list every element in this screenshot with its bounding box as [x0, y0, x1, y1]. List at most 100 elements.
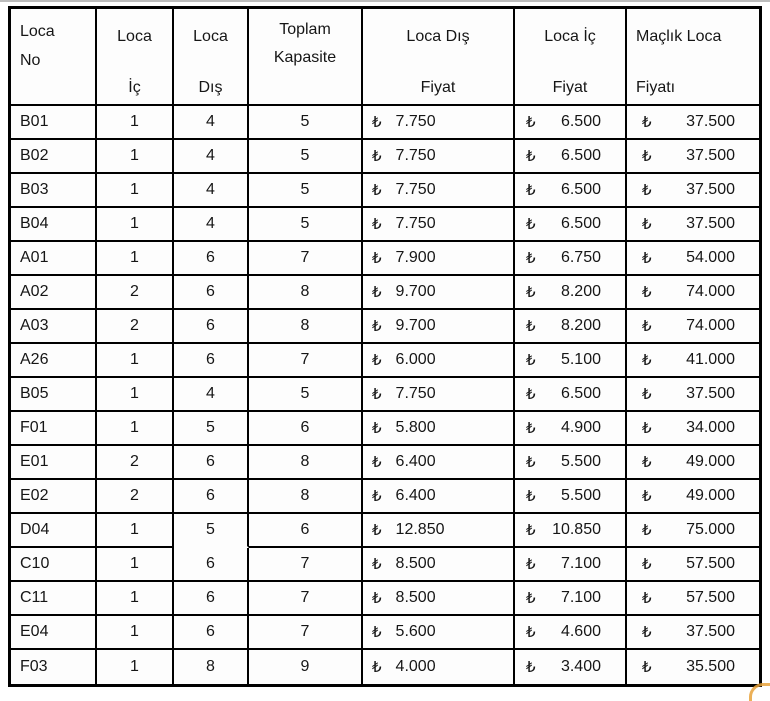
table-row: A01 1 6 7 ₺ 7.900 ₺ 6.750 ₺ 54.000 [11, 242, 759, 276]
cell-maclik-loca-fiyati: ₺ 74.000 [627, 276, 759, 310]
cell-loca-ic: 1 [97, 378, 174, 412]
turkish-lira-icon: ₺ [642, 147, 652, 165]
amount: 8.200 [560, 317, 601, 334]
cell-loca-ic: 2 [97, 480, 174, 514]
cell-loca-dis: 6 [174, 344, 249, 378]
cell-loca-dis: 6 [174, 310, 249, 344]
cell-toplam-kapasite: 8 [249, 446, 363, 480]
cell-loca-no: E04 [11, 616, 97, 650]
amount: 6.500 [560, 181, 601, 198]
cell-maclik-loca-fiyati: ₺ 34.000 [627, 412, 759, 446]
cell-loca-no: C11 [11, 582, 97, 616]
cell-loca-dis: 4 [174, 174, 249, 208]
table-row: B02 1 4 5 ₺ 7.750 ₺ 6.500 ₺ 37.500 [11, 140, 759, 174]
turkish-lira-icon: ₺ [372, 555, 382, 573]
header-line: Fiyatı [636, 79, 676, 96]
cell-loca-dis-fiyat: ₺ 7.750 [363, 378, 515, 412]
amount: 12.850 [395, 521, 445, 538]
table-row: B03 1 4 5 ₺ 7.750 ₺ 6.500 ₺ 37.500 [11, 174, 759, 208]
cell-loca-ic: 1 [97, 412, 174, 446]
turkish-lira-icon: ₺ [526, 351, 536, 369]
cell-loca-ic: 1 [97, 548, 174, 582]
cell-loca-ic: 1 [97, 140, 174, 174]
amount: 5.500 [560, 487, 601, 504]
cell-toplam-kapasite: 8 [249, 276, 363, 310]
cell-loca-no: B04 [11, 208, 97, 242]
amount: 6.400 [395, 487, 436, 504]
amount: 41.000 [686, 351, 735, 368]
table-row: A03 2 6 8 ₺ 9.700 ₺ 8.200 ₺ 74.000 [11, 310, 759, 344]
cell-loca-ic-fiyat: ₺ 8.200 [515, 310, 627, 344]
cell-loca-ic: 1 [97, 514, 174, 548]
header-line: Fiyat [552, 79, 588, 96]
turkish-lira-icon: ₺ [372, 249, 382, 267]
table-row: A02 2 6 8 ₺ 9.700 ₺ 8.200 ₺ 74.000 [11, 276, 759, 310]
turkish-lira-icon: ₺ [526, 453, 536, 471]
turkish-lira-icon: ₺ [526, 249, 536, 267]
cell-loca-ic-fiyat: ₺ 10.850 [515, 514, 627, 548]
header-line: Toplam [279, 21, 331, 38]
turkish-lira-icon: ₺ [642, 623, 652, 641]
amount: 7.100 [560, 589, 601, 606]
cell-loca-dis: 4 [174, 140, 249, 174]
amount: 10.850 [552, 521, 601, 538]
amount: 4.600 [560, 623, 601, 640]
cell-loca-ic-fiyat: ₺ 4.600 [515, 616, 627, 650]
cell-loca-ic-fiyat: ₺ 6.500 [515, 140, 627, 174]
cell-loca-ic-fiyat: ₺ 5.500 [515, 480, 627, 514]
turkish-lira-icon: ₺ [372, 419, 382, 437]
cell-loca-dis-fiyat: ₺ 6.400 [363, 480, 515, 514]
cell-maclik-loca-fiyati: ₺ 49.000 [627, 480, 759, 514]
cell-loca-dis: 4 [174, 208, 249, 242]
amount: 35.500 [686, 658, 735, 675]
amount: 9.700 [395, 283, 436, 300]
amount: 49.000 [686, 487, 735, 504]
cell-maclik-loca-fiyati: ₺ 57.500 [627, 582, 759, 616]
amount: 37.500 [686, 147, 735, 164]
turkish-lira-icon: ₺ [526, 147, 536, 165]
amount: 37.500 [686, 113, 735, 130]
turkish-lira-icon: ₺ [642, 181, 652, 199]
turkish-lira-icon: ₺ [526, 521, 536, 539]
turkish-lira-icon: ₺ [526, 283, 536, 301]
cell-loca-ic: 1 [97, 582, 174, 616]
cell-loca-no: A01 [11, 242, 97, 276]
cell-loca-ic: 1 [97, 174, 174, 208]
cell-loca-dis: 4 [174, 378, 249, 412]
cell-toplam-kapasite: 5 [249, 378, 363, 412]
table-row: C11 1 6 7 ₺ 8.500 ₺ 7.100 ₺ 57.500 [11, 582, 759, 616]
turkish-lira-icon: ₺ [372, 658, 382, 676]
amount: 4.900 [560, 419, 601, 436]
amount: 49.000 [686, 453, 735, 470]
cell-loca-dis-fiyat: ₺ 7.750 [363, 140, 515, 174]
cell-loca-dis-fiyat: ₺ 6.000 [363, 344, 515, 378]
cell-toplam-kapasite: 8 [249, 310, 363, 344]
turkish-lira-icon: ₺ [642, 555, 652, 573]
turkish-lira-icon: ₺ [526, 623, 536, 641]
cell-maclik-loca-fiyati: ₺ 37.500 [627, 140, 759, 174]
cell-loca-ic-fiyat: ₺ 6.500 [515, 174, 627, 208]
cell-loca-dis-fiyat: ₺ 12.850 [363, 514, 515, 548]
cell-loca-dis-fiyat: ₺ 7.900 [363, 242, 515, 276]
turkish-lira-icon: ₺ [372, 113, 382, 131]
amount: 75.000 [686, 521, 735, 538]
cell-loca-ic: 1 [97, 208, 174, 242]
cell-loca-dis-fiyat: ₺ 4.000 [363, 650, 515, 684]
amount: 5.100 [560, 351, 601, 368]
cell-loca-no: D04 [11, 514, 97, 548]
table-row: B04 1 4 5 ₺ 7.750 ₺ 6.500 ₺ 37.500 [11, 208, 759, 242]
turkish-lira-icon: ₺ [642, 521, 652, 539]
cell-loca-dis-fiyat: ₺ 8.500 [363, 582, 515, 616]
cell-loca-dis-fiyat: ₺ 7.750 [363, 174, 515, 208]
cell-loca-dis: 6 [174, 242, 249, 276]
cell-loca-dis-fiyat: ₺ 5.800 [363, 412, 515, 446]
cell-loca-ic: 2 [97, 310, 174, 344]
cell-loca-no: B05 [11, 378, 97, 412]
cell-loca-ic-fiyat: ₺ 8.200 [515, 276, 627, 310]
cell-loca-ic-fiyat: ₺ 6.500 [515, 106, 627, 140]
cell-loca-dis-fiyat: ₺ 6.400 [363, 446, 515, 480]
amount: 34.000 [686, 419, 735, 436]
cell-loca-no: B03 [11, 174, 97, 208]
cell-maclik-loca-fiyati: ₺ 37.500 [627, 106, 759, 140]
